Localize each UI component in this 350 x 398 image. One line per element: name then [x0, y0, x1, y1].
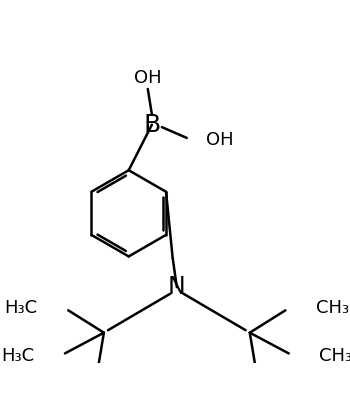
Text: H₃C: H₃C: [5, 299, 37, 317]
Text: OH: OH: [206, 131, 233, 148]
Text: H₃C: H₃C: [1, 347, 34, 365]
Text: CH₃: CH₃: [316, 299, 349, 317]
Text: CH₃: CH₃: [320, 347, 350, 365]
Text: N: N: [168, 275, 186, 299]
Text: OH: OH: [134, 69, 162, 87]
Text: B: B: [143, 113, 161, 137]
